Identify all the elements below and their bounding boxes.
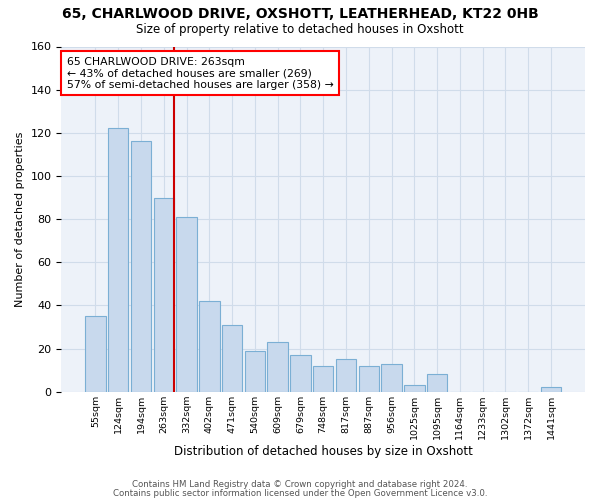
Bar [268, 342, 288, 392]
Bar [404, 385, 425, 392]
Y-axis label: Number of detached properties: Number of detached properties [15, 132, 25, 307]
X-axis label: Distribution of detached houses by size in Oxshott: Distribution of detached houses by size … [174, 444, 473, 458]
Bar [199, 301, 220, 392]
Bar [290, 355, 311, 392]
Bar [85, 316, 106, 392]
Bar [336, 360, 356, 392]
Bar [176, 217, 197, 392]
Bar [222, 325, 242, 392]
Bar [313, 366, 334, 392]
Text: Contains HM Land Registry data © Crown copyright and database right 2024.: Contains HM Land Registry data © Crown c… [132, 480, 468, 489]
Bar [427, 374, 448, 392]
Bar [381, 364, 402, 392]
Bar [245, 350, 265, 392]
Text: Size of property relative to detached houses in Oxshott: Size of property relative to detached ho… [136, 22, 464, 36]
Text: 65 CHARLWOOD DRIVE: 263sqm
← 43% of detached houses are smaller (269)
57% of sem: 65 CHARLWOOD DRIVE: 263sqm ← 43% of deta… [67, 57, 334, 90]
Text: 65, CHARLWOOD DRIVE, OXSHOTT, LEATHERHEAD, KT22 0HB: 65, CHARLWOOD DRIVE, OXSHOTT, LEATHERHEA… [62, 8, 538, 22]
Text: Contains public sector information licensed under the Open Government Licence v3: Contains public sector information licen… [113, 488, 487, 498]
Bar [108, 128, 128, 392]
Bar [131, 142, 151, 392]
Bar [541, 388, 561, 392]
Bar [154, 198, 174, 392]
Bar [359, 366, 379, 392]
